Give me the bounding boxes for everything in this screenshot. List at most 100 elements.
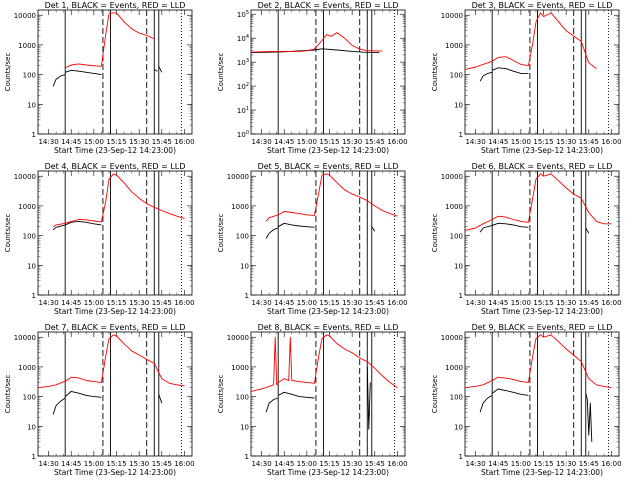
x-tick-label: 14:30 — [465, 460, 485, 468]
series-group — [265, 173, 398, 239]
y-tick-label: 100 — [450, 394, 463, 402]
x-axis-label: Start Time (23-Sep-12 14:23:00) — [267, 468, 389, 477]
y-tick-label: 100 — [237, 130, 249, 139]
series-group — [465, 12, 597, 82]
y-tick-label: 100 — [23, 394, 36, 402]
y-tick-exponent: 2 — [246, 82, 249, 88]
y-tick-label: 10 — [240, 262, 249, 270]
y-tick-label: 100 — [23, 72, 36, 80]
y-tick-exponent: 4 — [246, 34, 249, 40]
x-tick-label: 15:45 — [365, 138, 385, 146]
x-tick-label: 15:30 — [556, 299, 576, 307]
plot-frame — [37, 331, 193, 457]
x-tick-label: 14:30 — [38, 299, 58, 307]
y-tick-label: 1 — [32, 131, 36, 139]
x-tick-label: 14:45 — [274, 138, 294, 146]
y-axis-label: Counts/sec — [4, 214, 12, 253]
plot-frame — [464, 9, 620, 135]
detector-panel: Det 2, BLACK = Events, RED = LLD10010110… — [217, 1, 408, 155]
x-tick-label: 15:00 — [297, 299, 317, 307]
y-axis-label: Counts/sec — [431, 375, 439, 414]
series-group — [38, 334, 185, 415]
y-tick-label: 10000 — [14, 12, 36, 20]
y-tick-label: 10 — [240, 423, 249, 431]
x-axis-label: Start Time (23-Sep-12 14:23:00) — [481, 468, 603, 477]
x-tick-label: 14:45 — [488, 460, 508, 468]
lld-series-line — [52, 173, 185, 228]
series-group — [52, 173, 185, 230]
marker-lines — [277, 171, 395, 295]
events-series-line — [265, 397, 279, 413]
lld-series-line — [465, 173, 612, 231]
x-tick-label: 15:15 — [319, 460, 339, 468]
events-series-line — [366, 366, 371, 430]
y-tick-base: 10 — [237, 11, 246, 19]
x-tick-label: 15:15 — [533, 138, 553, 146]
x-tick-label: 14:45 — [488, 138, 508, 146]
x-tick-label: 16:00 — [174, 138, 194, 146]
x-axis-label: Start Time (23-Sep-12 14:23:00) — [481, 307, 603, 316]
y-tick-base: 10 — [237, 107, 246, 115]
events-series-line — [479, 395, 493, 413]
panel-title: Det 4, BLACK = Events, RED = LLD — [45, 162, 186, 171]
x-tick-label: 16:00 — [601, 138, 621, 146]
y-tick-label: 10 — [454, 423, 463, 431]
x-tick-label: 15:00 — [297, 138, 317, 146]
y-tick-label: 10000 — [14, 334, 36, 342]
y-tick-label: 10000 — [14, 173, 36, 181]
x-tick-label: 15:00 — [297, 460, 317, 468]
detector-panel: Det 5, BLACK = Events, RED = LLD 1 10 100 10… — [217, 162, 408, 316]
x-tick-label: 15:30 — [129, 460, 149, 468]
events-series-line — [371, 226, 376, 232]
y-axis-label: Counts/sec — [217, 53, 225, 92]
x-tick-label: 14:30 — [251, 138, 271, 146]
marker-lines — [491, 10, 609, 134]
y-axis-label: Counts/sec — [4, 53, 12, 92]
x-axis-label: Start Time (23-Sep-12 14:23:00) — [481, 146, 603, 155]
y-tick-base: 10 — [237, 83, 246, 91]
y-tick-exponent: 5 — [246, 10, 249, 16]
series-group — [251, 334, 398, 430]
lld-series-line — [251, 334, 398, 392]
x-tick-label: 14:45 — [61, 138, 81, 146]
x-tick-label: 15:45 — [152, 138, 172, 146]
events-series-line — [52, 220, 102, 230]
x-tick-label: 15:00 — [84, 138, 104, 146]
x-tick-label: 14:30 — [465, 138, 485, 146]
y-tick-label: 103 — [237, 58, 249, 67]
detector-panel: Det 7, BLACK = Events, RED = LLD 1 10 100 10… — [4, 323, 195, 477]
x-tick-label: 16:00 — [601, 460, 621, 468]
lld-series-line — [265, 173, 398, 222]
detector-panel: Det 9, BLACK = Events, RED = LLD 1 10 100 10… — [431, 323, 622, 477]
x-tick-label: 15:00 — [84, 299, 104, 307]
series-group — [251, 32, 383, 54]
events-series-line — [52, 74, 66, 87]
detector-panel: Det 6, BLACK = Events, RED = LLD 1 10 100 10… — [431, 162, 622, 316]
x-tick-label: 14:45 — [488, 299, 508, 307]
y-tick-label: 102 — [237, 82, 249, 91]
x-tick-label: 15:00 — [511, 299, 531, 307]
detector-panel: Det 4, BLACK = Events, RED = LLD 1 10 100 10… — [4, 162, 195, 316]
marker-lines — [64, 332, 182, 456]
lld-series-line — [465, 12, 597, 70]
detector-panel: Det 3, BLACK = Events, RED = LLD 1 10 100 10… — [431, 1, 622, 155]
series-group — [465, 173, 612, 234]
x-tick-label: 15:15 — [319, 299, 339, 307]
y-tick-label: 100 — [450, 72, 463, 80]
marker-lines — [491, 332, 609, 456]
events-series-line — [491, 388, 529, 396]
y-tick-label: 1000 — [231, 364, 249, 372]
y-tick-label: 1000 — [18, 364, 36, 372]
x-tick-label: 15:30 — [129, 299, 149, 307]
y-tick-label: 10000 — [441, 334, 463, 342]
y-tick-base: 10 — [237, 35, 246, 43]
y-axis-label: Counts/sec — [431, 214, 439, 253]
y-tick-label: 105 — [237, 10, 249, 19]
y-tick-label: 1 — [459, 292, 463, 300]
marker-lines — [64, 171, 182, 295]
x-axis-label: Start Time (23-Sep-12 14:23:00) — [54, 307, 176, 316]
y-tick-label: 1 — [459, 131, 463, 139]
events-series-line — [585, 227, 590, 234]
y-tick-base: 10 — [237, 131, 246, 139]
panel-title: Det 8, BLACK = Events, RED = LLD — [258, 323, 399, 332]
